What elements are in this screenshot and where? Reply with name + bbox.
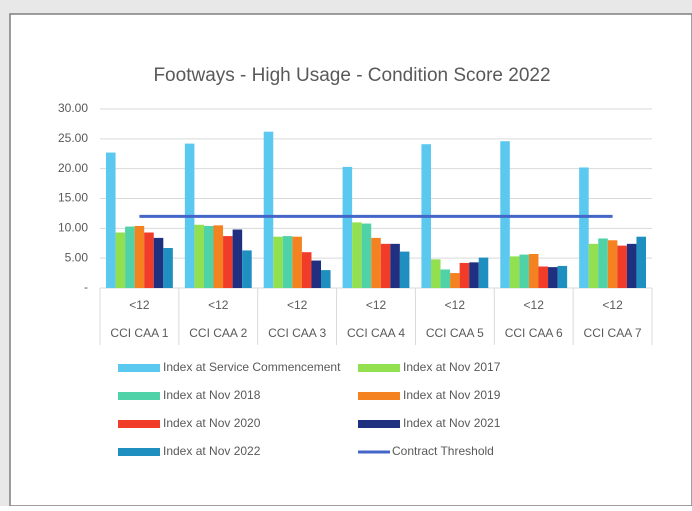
legend-label: Index at Nov 2018: [163, 388, 261, 402]
bar: [223, 236, 233, 288]
bar: [509, 256, 520, 288]
y-tick-label: 10.00: [58, 221, 88, 235]
bar: [469, 262, 479, 288]
legend-swatch: [358, 364, 400, 372]
bar: [134, 225, 145, 288]
bar: [273, 236, 283, 288]
bar: [588, 243, 599, 288]
bar: [430, 259, 441, 288]
legend-label: Index at Nov 2022: [163, 444, 261, 458]
x-subcategory-label: <12: [445, 298, 466, 312]
bar: [144, 232, 154, 288]
bar: [213, 225, 224, 288]
y-tick-label: 15.00: [58, 191, 88, 205]
bar: [519, 254, 529, 288]
y-tick-label: 5.00: [65, 250, 89, 264]
bar: [459, 262, 470, 288]
bar: [607, 240, 618, 288]
x-subcategory-label: <12: [524, 298, 545, 312]
legend-label: Contract Threshold: [392, 444, 494, 458]
legend-label: Index at Service Commencement: [163, 360, 341, 374]
x-tick-label: CCI CAA 6: [505, 326, 563, 340]
legend-label: Index at Nov 2021: [403, 416, 501, 430]
bar: [500, 141, 510, 288]
x-tick-label: CCI CAA 4: [347, 326, 405, 340]
bar: [390, 243, 400, 288]
x-subcategory-label: <12: [208, 298, 229, 312]
legend-swatch: [118, 392, 160, 400]
y-tick-label: 30.00: [58, 101, 88, 115]
y-tick-label: 20.00: [58, 161, 88, 175]
x-tick-label: CCI CAA 1: [110, 326, 168, 340]
y-tick-label: 25.00: [58, 131, 88, 145]
bar: [153, 237, 164, 288]
bar: [352, 222, 362, 288]
bar: [557, 265, 568, 288]
legend-swatch: [358, 392, 400, 400]
bar: [301, 252, 312, 288]
bar: [361, 223, 372, 288]
legend-label: Index at Nov 2019: [403, 388, 501, 402]
x-tick-label: CCI CAA 2: [189, 326, 247, 340]
legend-swatch: [118, 448, 160, 456]
chart-title: Footways - High Usage - Condition Score …: [153, 65, 550, 86]
bar: [282, 236, 293, 288]
bar: [311, 260, 322, 288]
bar: [538, 266, 549, 288]
legend-swatch: [118, 420, 160, 428]
bar: [626, 243, 637, 288]
x-tick-label: CCI CAA 3: [268, 326, 326, 340]
legend-label: Index at Nov 2017: [403, 360, 501, 374]
bar: [292, 236, 302, 288]
legend-swatch: [118, 364, 160, 372]
bar: [125, 226, 135, 288]
x-subcategory-label: <12: [287, 298, 308, 312]
bar: [203, 225, 214, 288]
bar: [548, 267, 558, 288]
bar: [617, 245, 627, 288]
bar: [440, 269, 451, 288]
bar: [598, 238, 608, 288]
bar: [380, 243, 391, 288]
bar: [636, 236, 646, 288]
bar: [399, 251, 410, 288]
bar: [163, 248, 173, 288]
bar: [106, 152, 116, 288]
bar: [450, 273, 460, 288]
x-subcategory-label: <12: [366, 298, 387, 312]
bar: [478, 257, 489, 288]
x-subcategory-label: <12: [129, 298, 150, 312]
bar: [371, 237, 381, 288]
legend-swatch: [358, 420, 400, 428]
x-subcategory-label: <12: [602, 298, 623, 312]
bar: [194, 224, 204, 288]
bar: [342, 166, 353, 288]
x-tick-label: CCI CAA 7: [584, 326, 642, 340]
bar: [263, 131, 274, 288]
legend-label: Index at Nov 2020: [163, 416, 261, 430]
bar: [321, 270, 331, 288]
bar: [242, 250, 252, 288]
bar: [115, 232, 126, 288]
bar: [528, 253, 539, 288]
bar: [232, 229, 243, 288]
bar: [579, 167, 589, 288]
x-tick-label: CCI CAA 5: [426, 326, 484, 340]
y-tick-label: -: [84, 280, 88, 294]
